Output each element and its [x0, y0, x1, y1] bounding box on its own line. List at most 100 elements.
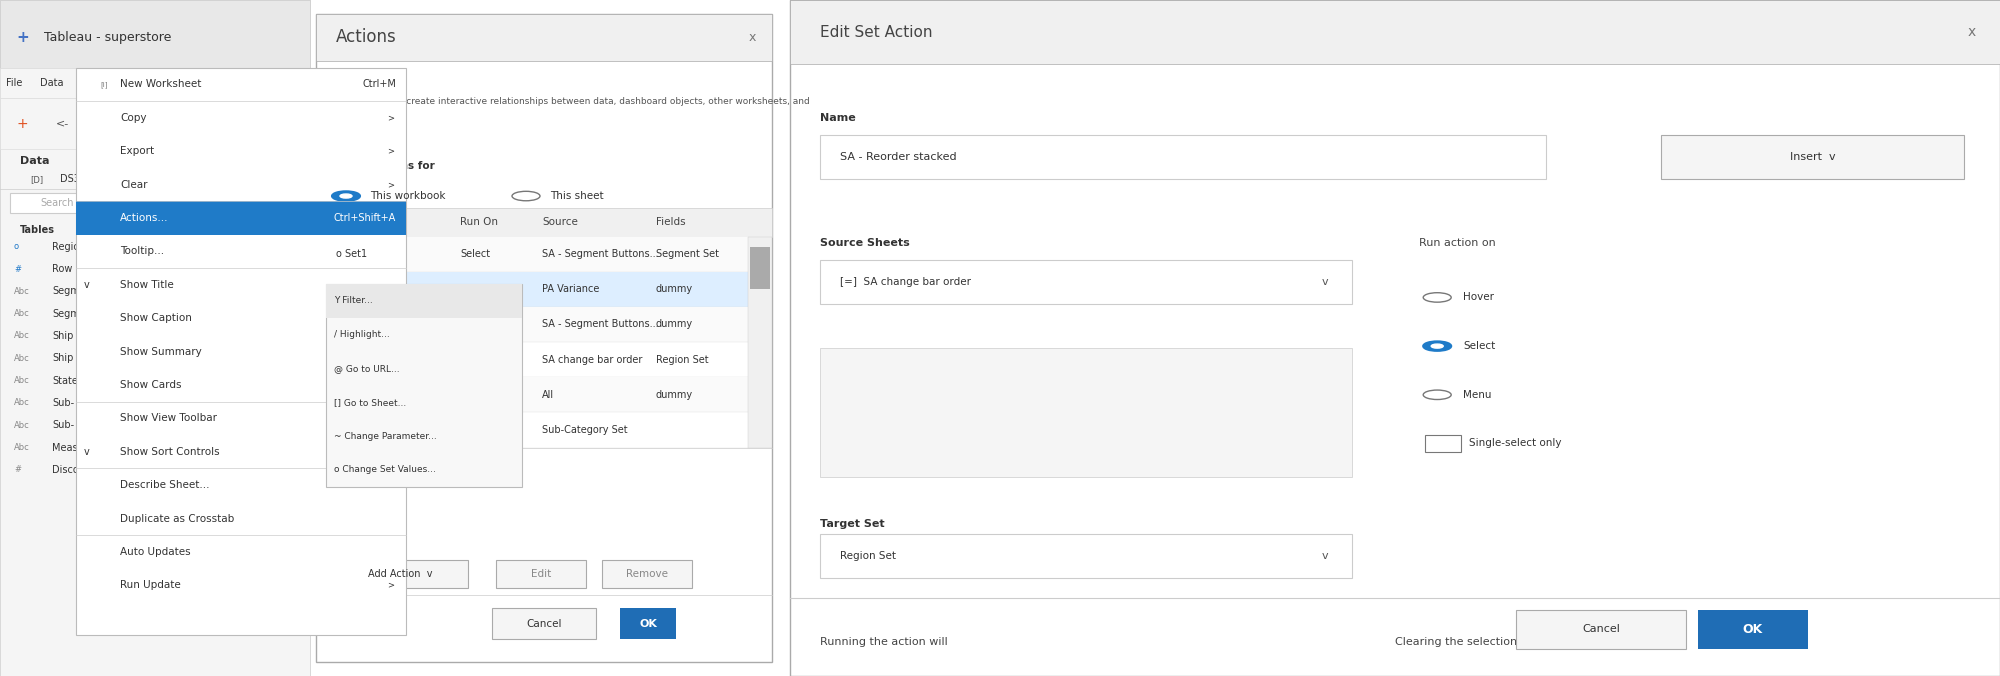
Text: Clear: Clear: [120, 180, 148, 189]
Text: v: v: [1322, 551, 1328, 560]
Bar: [620, 608, 676, 639]
Circle shape: [512, 191, 540, 201]
Bar: [210, 159, 290, 176]
Text: Data: Data: [40, 78, 64, 88]
Text: Name: Name: [820, 114, 856, 123]
Text: Sub-: Sub-: [52, 420, 74, 430]
Text: dummy: dummy: [656, 285, 694, 294]
Text: Data: Data: [20, 156, 50, 166]
Text: Describe Sheet...: Describe Sheet...: [120, 480, 210, 490]
Text: Actions let you create interactive relationships between data, dashboard objects: Actions let you create interactive relat…: [336, 97, 810, 106]
Text: Show Caption: Show Caption: [120, 313, 192, 323]
Bar: [332, 560, 468, 588]
Text: Fields: Fields: [656, 218, 686, 227]
Bar: [76, 201, 406, 235]
Text: Row I: Row I: [52, 264, 78, 274]
Text: File: File: [6, 78, 22, 88]
Text: Worksheet: Worksheet: [80, 78, 132, 88]
Text: PA Variance: PA Variance: [542, 285, 600, 294]
Bar: [316, 307, 748, 342]
Text: Search: Search: [40, 198, 74, 208]
Text: [=]  SA change bar order: [=] SA change bar order: [840, 277, 972, 287]
Text: v: v: [84, 280, 90, 290]
Circle shape: [332, 191, 360, 201]
Bar: [0, 0, 310, 676]
Bar: [1516, 610, 1686, 649]
Text: >: >: [388, 147, 394, 155]
Text: Map: Map: [268, 78, 288, 88]
Text: +: +: [16, 117, 28, 130]
Text: Show Title: Show Title: [120, 280, 174, 290]
Text: Remove: Remove: [626, 569, 668, 579]
Text: Abc: Abc: [14, 354, 30, 363]
Text: Menu: Menu: [1464, 390, 1492, 400]
Bar: [76, 68, 136, 98]
Text: >: >: [388, 180, 394, 189]
Text: Abc: Abc: [14, 331, 30, 341]
Text: [] Go to Sheet...: [] Go to Sheet...: [334, 397, 406, 407]
Bar: [316, 272, 748, 307]
Text: New Worksheet: New Worksheet: [120, 79, 202, 89]
Text: Analysis: Analysis: [226, 78, 266, 88]
Bar: [316, 237, 748, 272]
Bar: [820, 135, 1546, 179]
Text: This workbook: This workbook: [370, 191, 446, 201]
Text: Insert  v: Insert v: [1790, 152, 1836, 162]
Text: Label: Label: [230, 160, 250, 169]
Bar: [750, 247, 770, 289]
Text: Ctrl+Shift+A: Ctrl+Shift+A: [334, 213, 396, 223]
Text: et: et: [460, 320, 470, 329]
Text: @ Go to URL...: @ Go to URL...: [334, 364, 400, 373]
Text: Sub-Category Set: Sub-Category Set: [542, 425, 628, 435]
Text: Ctrl+E: Ctrl+E: [364, 480, 396, 490]
Text: Add Action  v: Add Action v: [368, 569, 432, 579]
Bar: [0, 0, 310, 68]
Text: [i]: [i]: [100, 81, 108, 88]
Bar: [492, 608, 596, 639]
Text: dummy: dummy: [656, 390, 694, 400]
Text: Region Set: Region Set: [840, 551, 896, 560]
Text: Source: Source: [542, 218, 578, 227]
Text: o Change Set Values...: o Change Set Values...: [334, 465, 436, 475]
Bar: [326, 284, 522, 318]
Text: Source Sheets: Source Sheets: [820, 239, 910, 248]
Text: Tables: Tables: [20, 225, 56, 235]
Text: <-: <-: [56, 119, 70, 128]
Text: Select: Select: [1464, 341, 1496, 351]
Text: Segm: Segm: [52, 287, 80, 296]
Text: Target Set: Target Set: [820, 519, 884, 529]
Text: x: x: [748, 30, 756, 44]
Circle shape: [1424, 293, 1452, 302]
Bar: [820, 534, 1352, 578]
Text: SA - Reorder stacked: SA - Reorder stacked: [840, 152, 956, 162]
Text: S..: S..: [216, 163, 226, 172]
Bar: [748, 237, 772, 448]
Bar: [316, 208, 772, 237]
Text: Regic: Regic: [52, 242, 78, 251]
Text: Tooltip...: Tooltip...: [120, 246, 164, 256]
Text: Cancel: Cancel: [526, 619, 562, 629]
Text: Single-select only: Single-select only: [1470, 439, 1562, 448]
Text: Clearing the selection will: Clearing the selection will: [1396, 637, 1540, 647]
Text: et: et: [460, 285, 470, 294]
Text: Tableau - superstore: Tableau - superstore: [44, 30, 172, 44]
Text: +: +: [16, 30, 28, 45]
Text: OK: OK: [640, 619, 656, 629]
Text: Show Cards: Show Cards: [120, 380, 182, 390]
Bar: [602, 560, 692, 588]
Text: All: All: [542, 390, 554, 400]
Text: Hover: Hover: [1464, 293, 1494, 302]
Text: Copy: Copy: [120, 113, 146, 123]
Text: Edit: Edit: [530, 569, 552, 579]
Bar: [820, 260, 1352, 304]
Text: Abc: Abc: [14, 420, 30, 430]
Text: State: State: [52, 376, 78, 385]
Text: Region Set: Region Set: [656, 355, 708, 364]
Text: Abc: Abc: [14, 376, 30, 385]
Text: et: et: [460, 390, 470, 400]
Circle shape: [1424, 341, 1452, 351]
Text: Edit Set Action: Edit Set Action: [820, 25, 932, 40]
Text: [i]: [i]: [104, 119, 114, 128]
Text: Segment Set: Segment Set: [656, 249, 720, 259]
Text: x: x: [1968, 26, 1976, 39]
